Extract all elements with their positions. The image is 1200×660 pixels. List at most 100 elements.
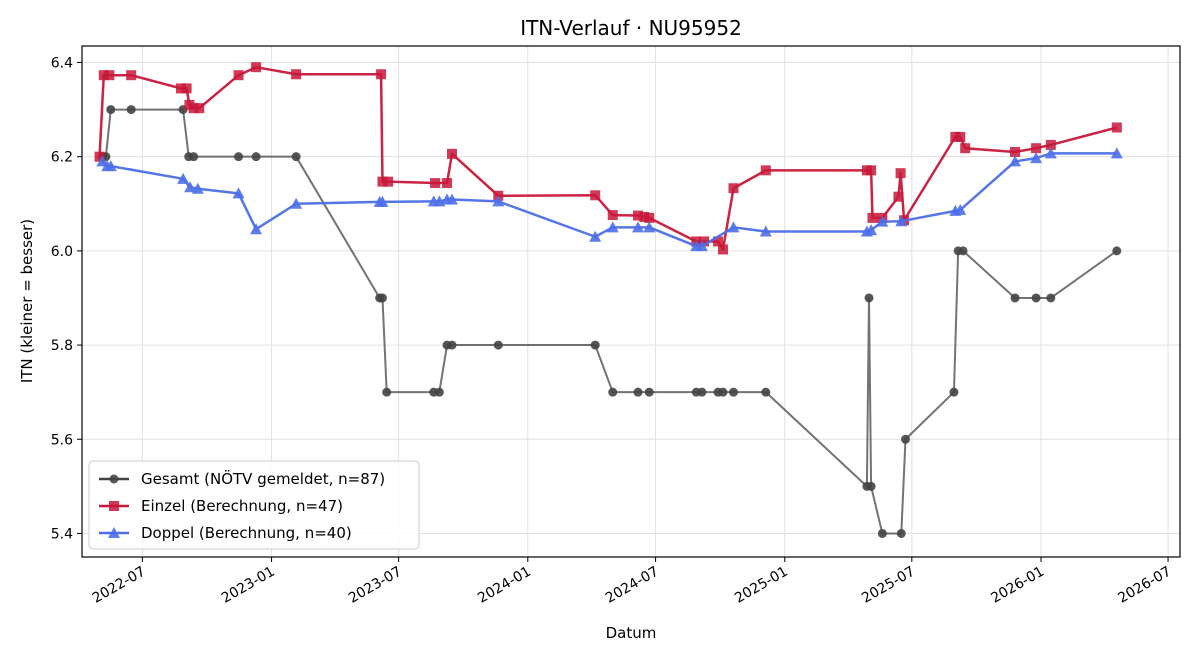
data-point-doppel [445, 193, 458, 205]
data-point-einzel [98, 70, 109, 81]
y-tick-label: 6.4 [51, 55, 73, 71]
data-point-einzel [251, 62, 262, 73]
data-point-einzel [699, 236, 710, 247]
data-point-gesamt [896, 528, 906, 538]
data-point-einzel [181, 83, 192, 94]
x-tick-label: 2023-07 [346, 564, 405, 607]
data-point-einzel [867, 212, 878, 223]
x-tick-label: 2025-07 [859, 564, 918, 607]
data-point-gesamt [1046, 293, 1056, 303]
data-point-gesamt [590, 340, 600, 350]
series-line-doppel [101, 152, 1117, 248]
data-point-einzel [760, 165, 771, 176]
data-point-doppel [376, 195, 389, 207]
data-point-einzel [960, 143, 971, 154]
data-point-gesamt [877, 528, 887, 538]
data-point-gesamt [949, 387, 959, 397]
data-point-einzel [383, 176, 394, 187]
chart-title: ITN-Verlauf · NU95952 [520, 16, 742, 40]
data-point-doppel [876, 215, 889, 227]
y-tick-label: 6.2 [51, 150, 73, 166]
data-point-einzel [1031, 143, 1042, 154]
data-point-gesamt [901, 434, 910, 444]
data-point-doppel [1009, 155, 1022, 167]
series-doppel [96, 147, 1123, 252]
legend-label-einzel: Einzel (Berechnung, n=47) [141, 497, 343, 515]
data-point-doppel [177, 172, 190, 184]
data-point-einzel [442, 178, 453, 189]
series-layer [94, 62, 1123, 538]
data-point-einzel [607, 210, 618, 221]
data-point-einzel [955, 131, 966, 142]
data-point-gesamt [1010, 293, 1020, 303]
data-point-doppel [232, 187, 245, 199]
data-point-doppel [1030, 152, 1043, 164]
data-point-gesamt [761, 387, 771, 397]
data-point-doppel [895, 215, 908, 227]
y-tick-label: 5.6 [51, 432, 73, 448]
data-point-gesamt [447, 340, 457, 350]
y-tick-label: 5.8 [51, 338, 73, 354]
data-point-einzel [713, 236, 724, 247]
data-point-doppel [865, 224, 878, 236]
data-point-doppel [606, 221, 619, 233]
data-point-doppel [250, 223, 263, 235]
data-point-einzel [104, 70, 115, 81]
data-point-gesamt [106, 105, 116, 115]
data-point-doppel [589, 230, 602, 242]
data-point-doppel [1110, 147, 1123, 159]
data-point-gesamt [493, 340, 503, 350]
x-tick-label: 2025-01 [732, 564, 791, 607]
data-point-einzel [633, 210, 644, 221]
x-tick-label: 2026-07 [1115, 564, 1174, 607]
legend-box [88, 460, 420, 550]
data-point-doppel [727, 221, 740, 233]
data-point-einzel [1111, 122, 1122, 133]
data-point-einzel [291, 69, 302, 80]
data-point-einzel [590, 190, 601, 201]
data-point-doppel [290, 197, 303, 209]
data-point-gesamt [382, 387, 392, 397]
data-point-einzel [188, 103, 199, 114]
legend-marker-einzel [109, 501, 119, 511]
data-point-einzel [430, 178, 441, 189]
legend-marker-doppel [108, 527, 120, 538]
data-point-gesamt [126, 105, 136, 115]
data-point-einzel [1010, 146, 1021, 157]
data-point-gesamt [234, 152, 244, 162]
legend-label-gesamt: Gesamt (NÖTV gemeldet, n=87) [141, 469, 385, 488]
data-point-gesamt [718, 387, 728, 397]
data-point-doppel [184, 181, 197, 193]
plot-frame [81, 45, 1181, 558]
data-point-gesamt [377, 293, 387, 303]
data-point-einzel [1045, 139, 1056, 150]
x-tick-label: 2022-07 [90, 564, 149, 607]
data-point-gesamt [728, 387, 738, 397]
data-point-einzel [126, 70, 137, 81]
data-point-gesamt [1112, 246, 1122, 256]
x-axis-label: Datum [606, 624, 657, 642]
data-point-doppel [643, 221, 656, 233]
y-tick-label: 5.4 [51, 526, 73, 542]
data-point-gesamt [644, 387, 654, 397]
data-point-einzel [377, 176, 388, 187]
data-point-doppel [632, 221, 645, 233]
x-tick-label: 2023-01 [219, 564, 278, 607]
series-einzel [94, 62, 1122, 255]
data-point-einzel [644, 212, 655, 223]
x-tick-label: 2026-01 [988, 564, 1047, 607]
series-gesamt [97, 105, 1122, 538]
y-tick-label: 6.0 [51, 244, 73, 260]
legend-label-doppel: Doppel (Berechnung, n=40) [141, 524, 352, 542]
data-point-einzel [893, 191, 904, 202]
data-point-gesamt [434, 387, 444, 397]
data-point-gesamt [608, 387, 618, 397]
data-point-gesamt [189, 152, 199, 162]
data-point-doppel [695, 240, 708, 252]
data-point-einzel [895, 168, 906, 179]
data-point-gesamt [1031, 293, 1041, 303]
data-point-einzel [866, 165, 877, 176]
data-point-einzel [446, 148, 457, 159]
data-point-einzel [376, 69, 387, 80]
